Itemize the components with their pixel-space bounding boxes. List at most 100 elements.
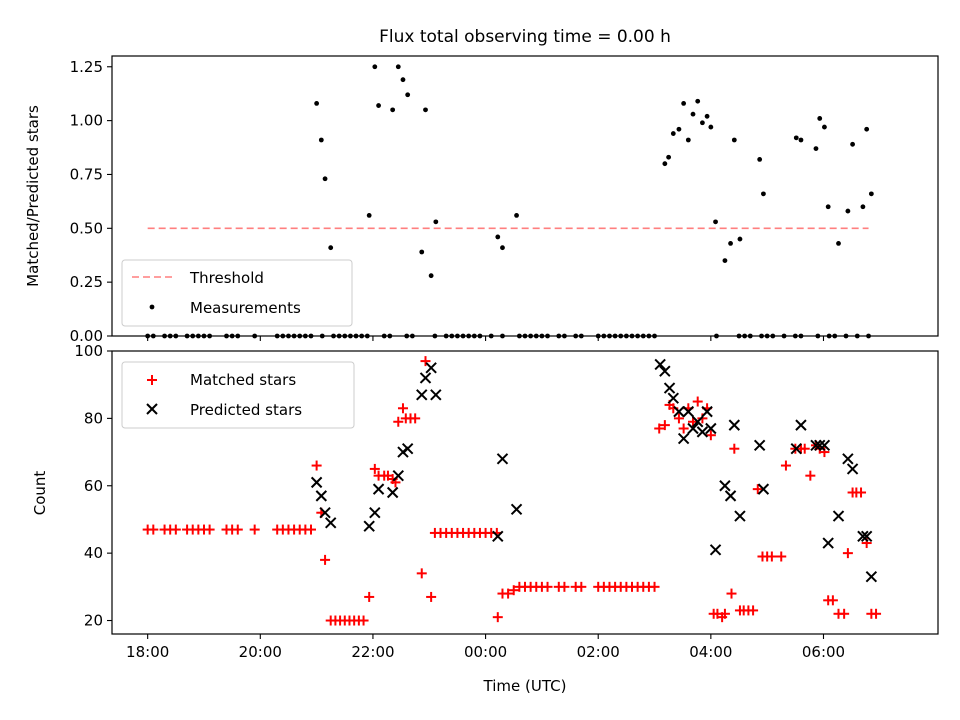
matched-star-point	[729, 443, 740, 454]
matched-star-point	[649, 581, 660, 592]
matched-star-point	[542, 581, 553, 592]
matched-star-point	[364, 591, 375, 602]
matched-star-point	[397, 403, 408, 414]
y-tick-label: 0.75	[70, 165, 103, 183]
bottom-axes-frame	[111, 350, 939, 635]
matched-star-point	[752, 484, 763, 495]
predicted-star-point	[324, 517, 337, 529]
bottom-legend-box	[121, 361, 355, 429]
y-tick-label: 60	[84, 477, 103, 495]
predicted-star-point	[386, 486, 399, 499]
predicted-star-point	[673, 405, 685, 418]
predicted-star-point	[496, 453, 509, 465]
measurement-point	[836, 240, 841, 246]
matched-star-point	[856, 487, 867, 498]
predicted-star-point	[372, 483, 385, 495]
predicted-star-point	[842, 453, 854, 465]
measurement-point	[825, 204, 831, 210]
predicted-star-point	[392, 469, 404, 482]
y-tick-label: 20	[84, 612, 103, 630]
bottom-legend: Matched stars Predicted stars	[121, 361, 355, 429]
matched-star-point	[249, 524, 260, 535]
predicted-star-point	[419, 372, 432, 384]
predicted-star-point	[753, 439, 766, 452]
top-legend-box	[121, 259, 353, 327]
x-tick-label: 18:00	[126, 643, 169, 661]
predicted-star-point	[832, 510, 845, 522]
predicted-star-point	[659, 365, 671, 377]
measurement-point	[868, 191, 874, 197]
matched-star-point	[705, 430, 716, 441]
measurement-point	[704, 113, 710, 119]
matched-star-point	[659, 420, 670, 431]
measurement-point	[690, 111, 696, 117]
predicted-star-point	[846, 463, 859, 475]
measurement-point	[670, 131, 676, 136]
x-tick-label: 22:00	[351, 643, 394, 661]
matched-star-point	[726, 588, 737, 599]
measurement-point	[366, 212, 372, 218]
matched-star-point	[871, 608, 882, 619]
matched-star-point	[805, 470, 816, 481]
top-legend: Threshold Measurements	[121, 259, 353, 327]
matched-star-point	[170, 524, 181, 535]
measurement-point	[376, 103, 381, 108]
predicted-star-point	[654, 358, 666, 371]
measurement-point	[757, 156, 763, 162]
predicted-star-point	[719, 480, 731, 492]
y-tick-label: 0.00	[70, 327, 103, 345]
x-tick-label: 02:00	[577, 643, 620, 661]
matched-star-point	[842, 548, 853, 559]
measurement-point	[666, 154, 672, 160]
predicted-star-point	[810, 439, 822, 452]
matched-star-point	[416, 568, 427, 579]
predicted-star-point	[510, 503, 523, 516]
measurement-point	[500, 245, 505, 251]
measurement-point	[722, 258, 728, 264]
predicted-star-point	[687, 422, 699, 435]
matched-star-point	[508, 585, 519, 596]
measurement-point	[845, 208, 851, 214]
matched-star-point	[692, 396, 703, 407]
y-tick-label: 1.00	[70, 112, 103, 130]
measurement-point	[737, 236, 743, 242]
predicted-star-point	[701, 405, 713, 418]
matched-star-point	[204, 524, 215, 535]
measurement-point	[328, 245, 334, 251]
matched-star-point	[320, 554, 331, 565]
predicted-star-point	[430, 389, 442, 401]
predicted-star-point	[857, 530, 869, 543]
legend-predicted-swatch	[146, 403, 158, 415]
predicted-star-point	[363, 520, 375, 532]
matched-star-point	[839, 608, 850, 619]
x-tick-label: 04:00	[689, 643, 732, 661]
measurement-point	[372, 64, 378, 70]
predicted-star-point	[369, 507, 381, 519]
matched-star-point	[576, 581, 587, 592]
predicted-star-point	[682, 405, 695, 418]
y-tick-label: 1.25	[70, 58, 103, 76]
matched-star-point	[654, 423, 665, 434]
predicted-star-point	[416, 389, 428, 401]
bottom-x-axis-label: Time (UTC)	[483, 677, 567, 695]
predicted-star-point	[401, 442, 414, 455]
measurement-point	[850, 141, 855, 147]
measurement-point	[864, 126, 870, 132]
measurement-point	[685, 137, 691, 143]
measurement-point	[405, 92, 411, 98]
predicted-star-point	[728, 419, 741, 431]
predicted-star-point	[425, 362, 437, 374]
matched-star-point	[410, 413, 421, 424]
y-tick-label: 0.50	[70, 219, 103, 237]
measurement-point	[419, 249, 425, 255]
y-tick-label: 40	[84, 544, 103, 562]
predicted-star-point	[705, 422, 717, 435]
predicted-star-point	[818, 439, 831, 452]
predicted-star-point	[663, 382, 676, 394]
measurement-point	[390, 107, 396, 113]
predicted-star-point	[319, 507, 331, 519]
measurement-point	[695, 98, 701, 104]
measurement-point	[395, 64, 401, 70]
matched-star-point	[780, 460, 791, 471]
